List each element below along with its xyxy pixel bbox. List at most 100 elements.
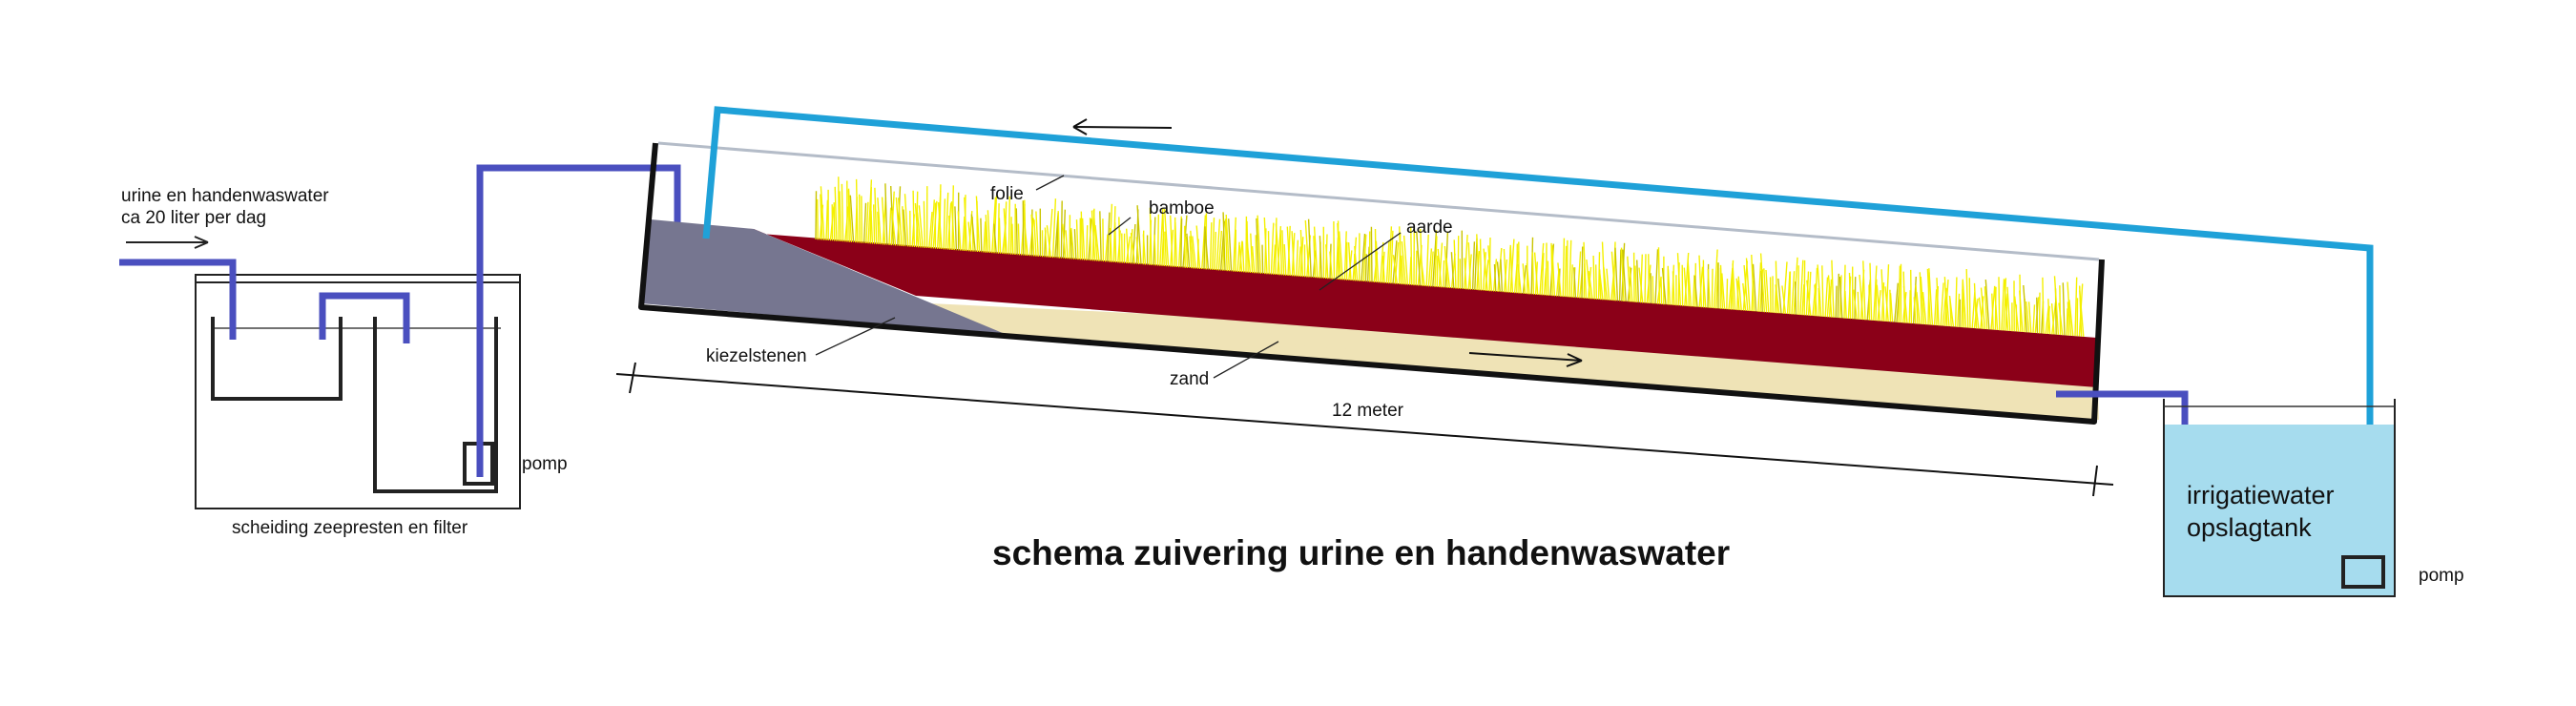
bamboo-stem bbox=[993, 196, 998, 254]
bamboo-stem bbox=[1763, 268, 1768, 313]
bamboo-stem bbox=[1132, 223, 1136, 264]
soil-leader bbox=[1319, 232, 1402, 291]
bamboo-stem bbox=[1304, 219, 1310, 278]
bamboo-stem bbox=[962, 216, 966, 251]
bamboo-stem bbox=[1743, 264, 1749, 311]
bamboo-stem bbox=[1485, 260, 1489, 291]
bamboo-stem bbox=[1503, 248, 1507, 293]
bamboo-stem bbox=[2025, 301, 2030, 333]
bamboo-stem bbox=[2027, 301, 2032, 333]
sand-leader bbox=[1213, 341, 1279, 379]
labels: urine en handenwaswater ca 20 liter per … bbox=[121, 184, 2464, 586]
bamboo-stem bbox=[987, 210, 991, 254]
bamboo-stem bbox=[1380, 241, 1384, 283]
bamboo-stem bbox=[1922, 292, 1927, 325]
filter-pump-label: pomp bbox=[522, 454, 568, 474]
bamboo-stem bbox=[815, 191, 818, 240]
bamboo-stem bbox=[1765, 269, 1770, 313]
bamboo-stem bbox=[820, 186, 825, 240]
bamboo-stem bbox=[1991, 293, 1994, 330]
bamboo-stem bbox=[1275, 223, 1280, 276]
bamboo-stem bbox=[884, 183, 888, 245]
bamboo-stem bbox=[1775, 284, 1780, 314]
bamboo-stem bbox=[1721, 273, 1726, 310]
bamboo-stem bbox=[1479, 239, 1483, 291]
soil-layer bbox=[651, 225, 2097, 387]
bamboo-stem bbox=[1968, 278, 1971, 328]
bamboo-stem bbox=[1420, 256, 1425, 286]
bamboo-stem bbox=[1416, 231, 1422, 286]
bamboo-stem bbox=[1707, 269, 1711, 308]
bamboo-stem bbox=[1092, 209, 1098, 261]
bamboo-stem bbox=[1149, 207, 1153, 266]
bamboo-stem bbox=[1954, 277, 1958, 327]
bamboo-stem bbox=[1654, 249, 1659, 304]
bamboo-stem bbox=[855, 178, 859, 243]
bamboo-stem bbox=[1745, 258, 1751, 312]
bamboo-stem bbox=[985, 215, 989, 253]
bamboo-stem bbox=[1936, 278, 1940, 326]
bamboo-stem bbox=[1361, 233, 1366, 281]
bamboo-stem bbox=[1086, 225, 1089, 260]
bamboo-stem bbox=[1837, 273, 1839, 319]
bamboo-stem bbox=[2079, 290, 2085, 337]
bamboo-stem bbox=[1795, 281, 1797, 315]
pebbles-label: kiezelstenen bbox=[706, 346, 807, 366]
bamboo-stem bbox=[1928, 268, 1934, 325]
bamboo-stem bbox=[1683, 267, 1688, 307]
bamboo-stem bbox=[2004, 279, 2009, 331]
bamboo-stem bbox=[1483, 248, 1488, 292]
bamboo-stem bbox=[1437, 248, 1443, 288]
bamboo-stem bbox=[1541, 253, 1545, 296]
bamboo-stem bbox=[1873, 265, 1878, 322]
bamboo-stem bbox=[1751, 254, 1755, 312]
bamboo-stem bbox=[1008, 196, 1010, 255]
bamboo-stem bbox=[1978, 297, 1984, 329]
bamboo-stem bbox=[1051, 198, 1057, 259]
bamboo-stem bbox=[918, 205, 924, 248]
bamboo-stem bbox=[1916, 292, 1921, 324]
bamboo-stem bbox=[1186, 233, 1191, 269]
inflow-label-line1: urine en handenwaswater bbox=[121, 186, 329, 206]
bamboo-stem bbox=[1201, 215, 1207, 270]
bamboo-stem bbox=[1920, 276, 1925, 325]
bamboo-stem bbox=[1255, 235, 1257, 274]
bamboo-stem bbox=[1885, 264, 1890, 322]
bamboo-stem bbox=[1737, 276, 1742, 311]
bamboo-stem bbox=[1222, 212, 1226, 271]
return-pipe bbox=[702, 106, 2374, 571]
leader-lines bbox=[815, 175, 1402, 379]
bamboo-stem bbox=[1224, 218, 1228, 272]
bamboo-stem bbox=[1156, 214, 1159, 266]
bamboo-stem bbox=[1033, 219, 1037, 257]
bamboo-stem bbox=[1279, 229, 1283, 276]
bamboo-stem bbox=[1434, 236, 1438, 287]
bamboo-stem bbox=[817, 198, 819, 240]
bamboo-stem bbox=[1347, 242, 1352, 281]
bamboo-stem bbox=[1817, 264, 1822, 317]
bamboo-stem bbox=[1791, 271, 1796, 315]
bamboo-stem bbox=[1102, 218, 1105, 262]
bamboo-stem bbox=[1415, 250, 1418, 286]
bamboo-stem bbox=[1824, 277, 1829, 318]
bamboo-stem bbox=[1062, 223, 1067, 260]
bamboo-stem bbox=[1091, 210, 1096, 261]
bamboo-stem bbox=[1676, 253, 1682, 306]
bamboo-stem bbox=[1225, 214, 1231, 272]
bamboo-stem bbox=[1603, 267, 1609, 301]
bamboo-stem bbox=[1261, 244, 1264, 274]
bamboo-stem bbox=[1507, 246, 1511, 293]
bamboo-stem bbox=[1597, 252, 1601, 300]
bamboo-stem bbox=[897, 186, 902, 246]
bamboo-stem bbox=[1044, 227, 1048, 258]
separation-tank-caption: scheiding zeepresten en filter bbox=[232, 518, 468, 538]
bamboo-stem bbox=[834, 186, 838, 241]
bamboo-stem bbox=[877, 211, 880, 245]
bamboo-stem bbox=[874, 187, 878, 244]
bamboo-stem bbox=[847, 188, 853, 242]
bamboo-stem bbox=[1757, 262, 1762, 312]
bamboo-stem bbox=[1065, 230, 1069, 260]
bed-container bbox=[638, 142, 2105, 425]
bamboo-stem bbox=[1620, 247, 1625, 302]
